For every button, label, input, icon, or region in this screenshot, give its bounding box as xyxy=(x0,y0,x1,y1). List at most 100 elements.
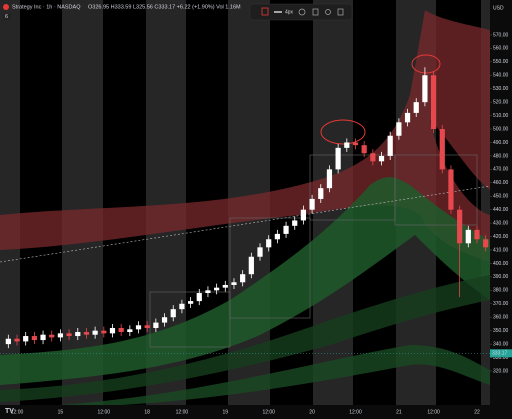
y-tick-label: 400.00 xyxy=(493,261,509,267)
y-tick-label: 390.00 xyxy=(493,274,509,280)
x-tick-label: 22 xyxy=(474,409,480,415)
y-tick-label: 570.00 xyxy=(493,32,509,38)
candles xyxy=(5,67,489,349)
candle-body xyxy=(222,284,228,288)
y-tick-label: 330.00 xyxy=(493,355,509,361)
candle-body xyxy=(92,330,98,335)
x-tick-label: 12:00 xyxy=(427,409,440,415)
ohlc-values: O326.95 H333.59 L325.56 C333.17 +6.22 (+… xyxy=(88,4,241,10)
candle-body xyxy=(465,229,471,244)
candle-body xyxy=(5,338,11,345)
candle-body xyxy=(274,233,280,240)
candle-body xyxy=(40,334,46,341)
candle-body xyxy=(352,142,359,146)
candle-body xyxy=(205,290,211,294)
candle-body xyxy=(231,282,237,285)
candle-body xyxy=(31,336,37,341)
candle-body xyxy=(266,239,272,248)
candle-body xyxy=(57,333,64,338)
candle-body xyxy=(439,129,445,170)
candle-body xyxy=(292,220,298,226)
candle-body xyxy=(135,325,142,330)
x-tick-label: 20 xyxy=(309,409,315,415)
y-tick-label: 420.00 xyxy=(493,234,509,240)
candle-body xyxy=(370,153,376,162)
header: Strategy Inc · 1h · NASDAQ O326.95 H333.… xyxy=(3,4,241,20)
line-width[interactable]: 4px xyxy=(285,9,294,15)
price-axis-labels: 570.00 560.00 550.00 540.00 530.00 520.00 510.… xyxy=(490,32,509,374)
x-tick-label: 21 xyxy=(396,409,402,415)
y-tick-label: 460.00 xyxy=(493,180,509,186)
candle-body xyxy=(144,325,150,328)
y-tick-label: 510.00 xyxy=(493,113,509,119)
y-tick-label: 430.00 xyxy=(493,220,509,226)
y-tick-label: 410.00 xyxy=(493,247,509,253)
candle-body xyxy=(318,188,324,199)
x-tick-label: 12:00 xyxy=(176,409,189,415)
last-price-tag: 333.17 xyxy=(492,351,508,357)
candle-body xyxy=(483,239,489,248)
candle-body xyxy=(300,209,307,221)
candle-body xyxy=(396,122,402,136)
symbol-title: Strategy Inc · 1h · NASDAQ xyxy=(12,4,81,10)
candle-body xyxy=(326,169,333,189)
candle-body xyxy=(23,336,29,342)
currency-label: USD xyxy=(493,5,504,11)
y-tick-label: 550.00 xyxy=(493,59,509,65)
candle-body xyxy=(430,75,437,130)
y-tick-label: 380.00 xyxy=(493,288,509,294)
y-tick-label: 360.00 xyxy=(493,315,509,321)
candle-body xyxy=(422,75,428,103)
indicator-count: 6 xyxy=(5,14,8,20)
y-tick-label: 450.00 xyxy=(493,194,509,200)
candle-body xyxy=(387,135,393,156)
y-tick-label: 340.00 xyxy=(493,341,509,347)
candle-body xyxy=(448,169,454,210)
y-tick-label: 320.00 xyxy=(493,368,509,374)
y-tick-label: 530.00 xyxy=(493,86,509,92)
candle-body xyxy=(335,147,341,170)
y-tick-label: 480.00 xyxy=(493,153,509,159)
y-tick-label: 470.00 xyxy=(493,167,509,173)
candle-body xyxy=(378,155,385,162)
candle-body xyxy=(179,303,185,310)
y-tick-label: 500.00 xyxy=(493,126,509,132)
x-tick-label: 12:00 xyxy=(349,409,362,415)
x-tick-label: 12:00 xyxy=(262,409,275,415)
candle-body xyxy=(309,198,315,210)
y-tick-label: 540.00 xyxy=(493,73,509,79)
candle-body xyxy=(248,256,254,275)
candle-body xyxy=(196,293,202,302)
candle-body xyxy=(283,225,289,234)
last-price-tag-bg xyxy=(490,349,512,358)
candle-body xyxy=(457,209,463,244)
logo: TV xyxy=(5,408,14,415)
x-tick-label: 19 xyxy=(223,409,229,415)
candle-body xyxy=(161,317,168,323)
x-tick-label: 12:00 xyxy=(11,409,24,415)
candle-body xyxy=(170,309,176,318)
candle-body xyxy=(361,145,367,154)
y-tick-label: 440.00 xyxy=(493,207,509,213)
x-tick-label: 18 xyxy=(144,409,150,415)
candle-body xyxy=(344,142,350,148)
candle-body xyxy=(413,102,419,113)
y-tick-label: 490.00 xyxy=(493,140,509,146)
x-tick-label: 15 xyxy=(58,409,64,415)
candle-body xyxy=(101,330,107,334)
x-tick-label: 12:00 xyxy=(98,409,111,415)
candle-body xyxy=(14,338,20,342)
candle-body xyxy=(214,287,220,291)
candle-body xyxy=(83,332,90,335)
candle-body xyxy=(187,301,194,304)
y-tick-label: 560.00 xyxy=(493,46,509,52)
y-tick-label: 520.00 xyxy=(493,99,509,105)
y-tick-label: 370.00 xyxy=(493,301,509,307)
price-axis xyxy=(490,0,512,419)
drawing-toolbar[interactable]: 4px xyxy=(249,3,353,21)
y-tick-label: 350.00 xyxy=(493,328,509,334)
candle-body xyxy=(66,333,72,337)
indicator-clouds xyxy=(0,10,491,405)
candle-body xyxy=(49,334,55,338)
